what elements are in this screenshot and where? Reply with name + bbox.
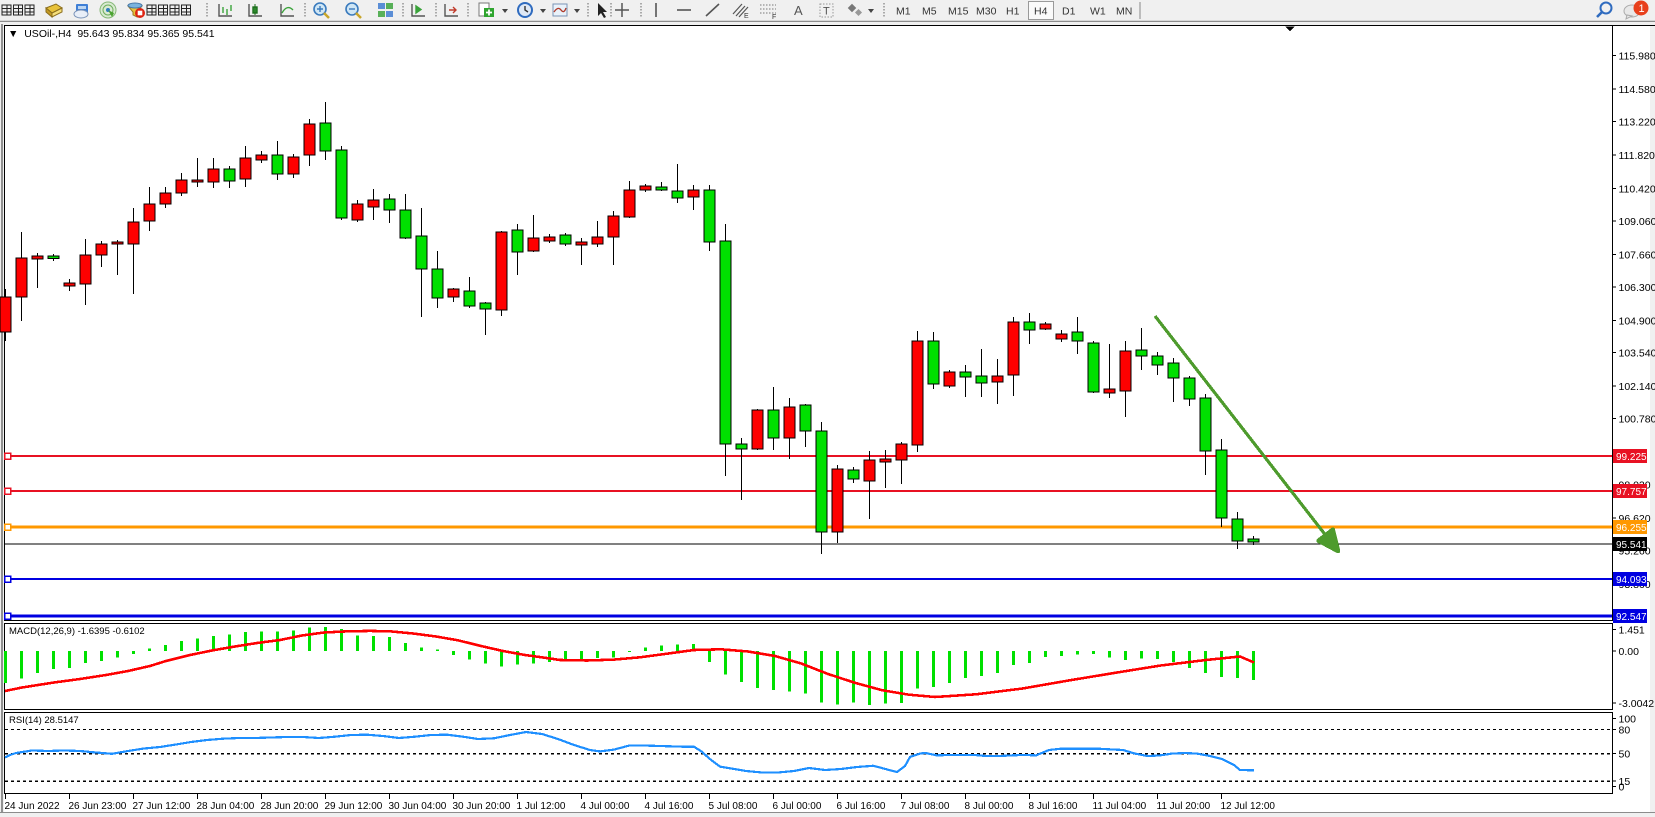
svg-text:6 Jul 16:00: 6 Jul 16:00 bbox=[837, 801, 886, 812]
svg-text:6 Jul 00:00: 6 Jul 00:00 bbox=[773, 801, 822, 812]
svg-text:RSI(14) 28.5147: RSI(14) 28.5147 bbox=[9, 715, 79, 726]
svg-text:110.420: 110.420 bbox=[1619, 184, 1655, 196]
svg-text:100.780: 100.780 bbox=[1619, 414, 1655, 426]
svg-text:96.255: 96.255 bbox=[1616, 523, 1647, 534]
svg-text:A: A bbox=[794, 3, 803, 18]
svg-text:M5: M5 bbox=[922, 6, 937, 18]
svg-text:107.660: 107.660 bbox=[1619, 249, 1655, 261]
svg-text:W1: W1 bbox=[1090, 6, 1106, 18]
svg-text:M1: M1 bbox=[896, 6, 911, 18]
svg-text:-3.0042: -3.0042 bbox=[1619, 698, 1655, 710]
svg-text:109.060: 109.060 bbox=[1619, 216, 1655, 228]
svg-text:T: T bbox=[823, 6, 830, 18]
svg-text:▼ USOil-,H4 95.643 95.834 95: ▼ USOil-,H4 95.643 95.834 95.365 95.541 bbox=[8, 28, 215, 40]
svg-text:24 Jun 2022: 24 Jun 2022 bbox=[5, 801, 60, 812]
svg-text:80: 80 bbox=[1619, 724, 1631, 736]
svg-text:H4: H4 bbox=[1034, 6, 1048, 18]
svg-text:114.580: 114.580 bbox=[1619, 84, 1655, 96]
svg-text:102.140: 102.140 bbox=[1619, 381, 1655, 393]
svg-text:106.300: 106.300 bbox=[1619, 282, 1655, 294]
svg-text:95.541: 95.541 bbox=[1616, 540, 1647, 551]
svg-text:8 Jul 00:00: 8 Jul 00:00 bbox=[965, 801, 1014, 812]
svg-text:104.900: 104.900 bbox=[1619, 315, 1655, 327]
svg-text:H1: H1 bbox=[1006, 6, 1020, 18]
svg-text:111.820: 111.820 bbox=[1619, 150, 1655, 162]
svg-text:92.547: 92.547 bbox=[1616, 612, 1647, 623]
svg-text:12 Jul 12:00: 12 Jul 12:00 bbox=[1221, 801, 1276, 812]
svg-text:1: 1 bbox=[1639, 3, 1645, 15]
svg-text:4 Jul 00:00: 4 Jul 00:00 bbox=[581, 801, 630, 812]
svg-text:29 Jun 12:00: 29 Jun 12:00 bbox=[325, 801, 383, 812]
svg-text:M30: M30 bbox=[976, 6, 997, 18]
svg-text:11 Jul 04:00: 11 Jul 04:00 bbox=[1093, 801, 1147, 812]
svg-text:1 Jul 12:00: 1 Jul 12:00 bbox=[517, 801, 566, 812]
svg-text:0: 0 bbox=[1619, 782, 1625, 794]
svg-text:28 Jun 20:00: 28 Jun 20:00 bbox=[261, 801, 319, 812]
svg-text:0.00: 0.00 bbox=[1619, 646, 1640, 658]
svg-text:26 Jun 23:00: 26 Jun 23:00 bbox=[69, 801, 127, 812]
svg-text:30 Jun 04:00: 30 Jun 04:00 bbox=[389, 801, 447, 812]
svg-text:M15: M15 bbox=[948, 6, 969, 18]
svg-text:11 Jul 20:00: 11 Jul 20:00 bbox=[1157, 801, 1211, 812]
svg-text:103.540: 103.540 bbox=[1619, 348, 1655, 360]
svg-text:97.757: 97.757 bbox=[1616, 487, 1647, 498]
svg-text:27 Jun 12:00: 27 Jun 12:00 bbox=[133, 801, 191, 812]
svg-text:15: 15 bbox=[1619, 776, 1631, 788]
svg-text:94.093: 94.093 bbox=[1616, 575, 1647, 586]
svg-text:99.225: 99.225 bbox=[1616, 452, 1647, 463]
svg-text:E: E bbox=[744, 13, 749, 20]
svg-text:8 Jul 16:00: 8 Jul 16:00 bbox=[1029, 801, 1078, 812]
svg-text:5 Jul 08:00: 5 Jul 08:00 bbox=[709, 801, 758, 812]
svg-text:MN: MN bbox=[1116, 6, 1132, 18]
svg-text:7 Jul 08:00: 7 Jul 08:00 bbox=[901, 801, 950, 812]
svg-text:50: 50 bbox=[1619, 749, 1631, 761]
svg-text:MACD(12,26,9) -1.6395 -0.6102: MACD(12,26,9) -1.6395 -0.6102 bbox=[9, 626, 145, 637]
svg-text:1.451: 1.451 bbox=[1619, 625, 1645, 637]
svg-text:D1: D1 bbox=[1062, 6, 1076, 18]
svg-text:115.980: 115.980 bbox=[1619, 51, 1655, 63]
svg-text:F: F bbox=[772, 14, 776, 21]
svg-text:4 Jul 16:00: 4 Jul 16:00 bbox=[645, 801, 694, 812]
svg-text:30 Jun 20:00: 30 Jun 20:00 bbox=[453, 801, 511, 812]
svg-text:28 Jun 04:00: 28 Jun 04:00 bbox=[197, 801, 255, 812]
svg-text:113.220: 113.220 bbox=[1619, 117, 1655, 129]
svg-text:100: 100 bbox=[1619, 713, 1637, 725]
